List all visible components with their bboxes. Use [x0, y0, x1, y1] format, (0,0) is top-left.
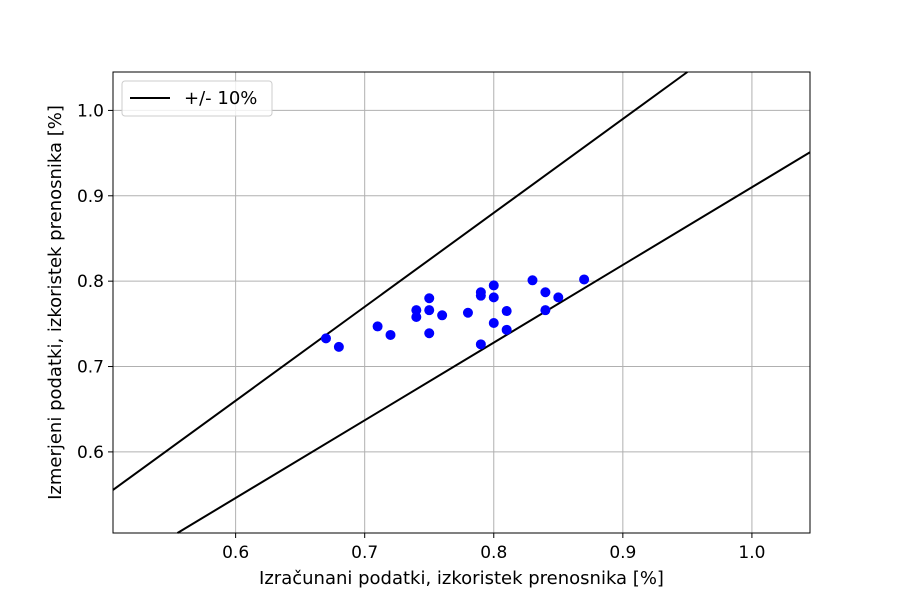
- y-tick-label-3: 0.9: [77, 187, 104, 207]
- data-point-7: [424, 305, 435, 316]
- x-tick-label-0: 0.6: [222, 543, 249, 563]
- data-point-23: [579, 274, 590, 285]
- data-point-14: [488, 280, 499, 291]
- data-point-19: [527, 275, 538, 286]
- data-point-20: [540, 287, 551, 298]
- x-tick-label-3: 0.9: [609, 543, 636, 563]
- data-point-18: [501, 324, 512, 335]
- y-axis: 0.6 0.7 0.8 0.9 1.0: [77, 101, 113, 463]
- x-tick-label-4: 1.0: [738, 543, 765, 563]
- data-point-15: [488, 292, 499, 303]
- x-axis: 0.6 0.7 0.8 0.9 1.0: [222, 533, 765, 563]
- data-point-5: [411, 312, 422, 323]
- y-tick-label-2: 0.8: [77, 272, 104, 292]
- data-point-13: [475, 339, 486, 350]
- data-point-12: [475, 290, 486, 301]
- x-axis-label: Izračunani podatki, izkoristek prenosnik…: [259, 568, 664, 589]
- data-point-16: [488, 317, 499, 328]
- legend: +/- 10%: [121, 80, 273, 117]
- data-point-3: [385, 329, 396, 340]
- data-point-8: [424, 328, 435, 339]
- y-axis-label: Izmerjeni podatki, izkoristek prenosnika…: [45, 105, 66, 500]
- bound-line-0: [112, 71, 688, 491]
- data-point-22: [553, 292, 564, 303]
- data-point-6: [424, 293, 435, 304]
- data-points: [320, 274, 590, 352]
- data-point-9: [437, 310, 448, 321]
- data-point-1: [333, 341, 344, 352]
- bound-lines: [112, 71, 811, 534]
- legend-box: [121, 80, 273, 117]
- legend-entry-label: +/- 10%: [184, 88, 257, 109]
- plot-frame: [112, 71, 811, 534]
- grid: [113, 72, 810, 533]
- y-tick-label-0: 0.6: [77, 443, 104, 463]
- x-tick-label-2: 0.8: [480, 543, 507, 563]
- x-tick-label-1: 0.7: [351, 543, 378, 563]
- data-point-10: [462, 307, 473, 318]
- bound-line-1: [176, 151, 811, 534]
- y-tick-label-1: 0.7: [77, 358, 104, 378]
- data-point-17: [501, 306, 512, 317]
- data-point-2: [372, 321, 383, 332]
- data-point-0: [320, 333, 331, 344]
- data-point-21: [540, 305, 551, 316]
- y-tick-label-4: 1.0: [77, 101, 104, 121]
